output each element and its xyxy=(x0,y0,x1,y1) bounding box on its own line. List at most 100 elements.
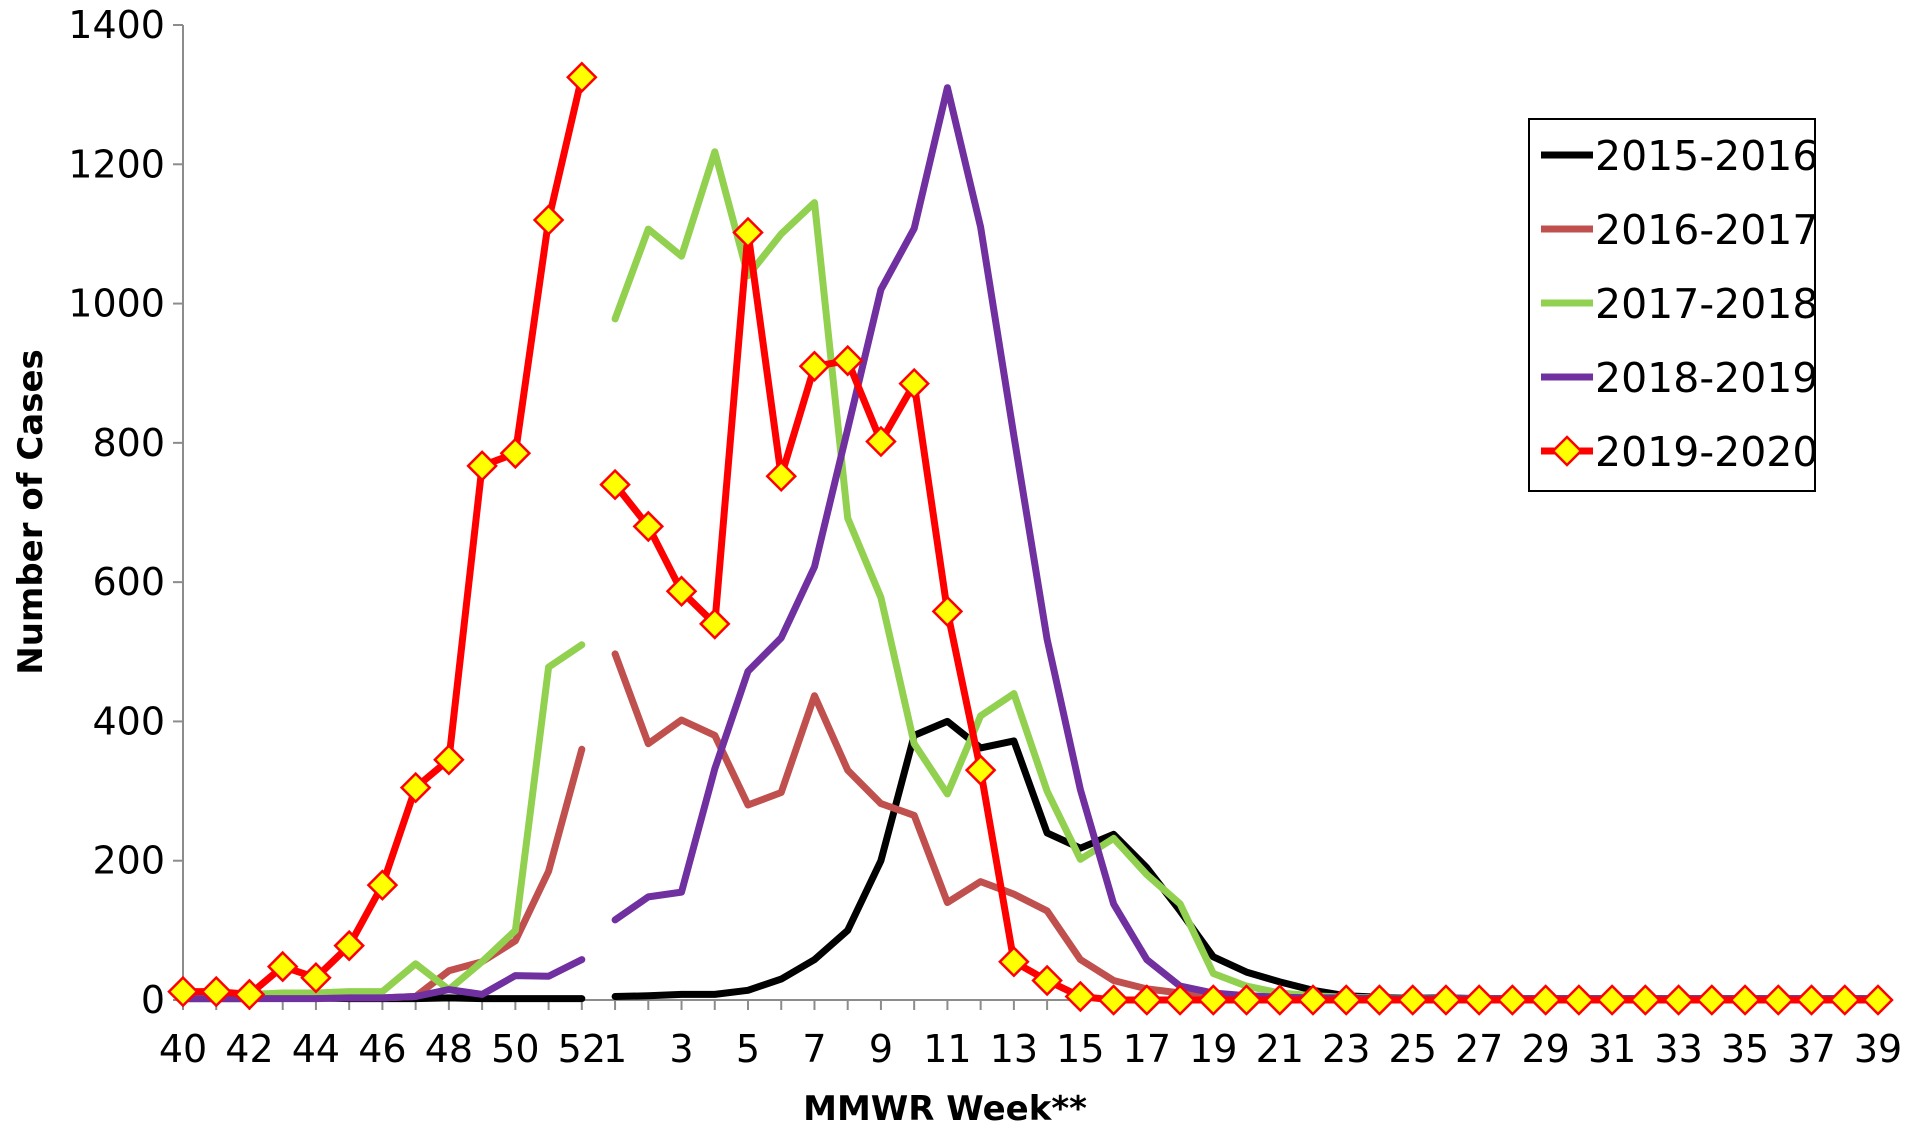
series-line-2015-2016 xyxy=(611,717,1882,1003)
y-tick-label: 1200 xyxy=(68,142,165,186)
x-tick-label: 3 xyxy=(669,1027,693,1071)
y-axis-title: Number of Cases xyxy=(11,349,51,675)
data-point-2019-2020 xyxy=(499,437,532,470)
y-tick-label: 400 xyxy=(92,699,165,743)
data-point-2019-2020 xyxy=(1164,984,1196,1016)
legend: 2015-2016 2016-2017 2017-2018 2018-2019 2019… xyxy=(1528,118,1818,492)
x-tick-label: 29 xyxy=(1521,1027,1569,1071)
data-point-2019-2020 xyxy=(1263,984,1296,1016)
marker-layer xyxy=(167,61,1894,1016)
data-point-2019-2020 xyxy=(665,575,698,607)
data-point-2019-2020 xyxy=(300,961,332,994)
data-point-2019-2020 xyxy=(1230,984,1263,1016)
data-point-2019-2020 xyxy=(599,468,631,501)
data-point-2019-2020 xyxy=(964,754,997,786)
data-point-2019-2020 xyxy=(1463,984,1495,1016)
x-tick-label: 46 xyxy=(358,1027,406,1071)
x-tick-label: 33 xyxy=(1654,1027,1702,1071)
x-tick-label: 40 xyxy=(159,1027,207,1071)
y-tick-label: 600 xyxy=(92,560,165,604)
data-point-2019-2020 xyxy=(532,204,565,236)
data-point-2019-2020 xyxy=(1496,984,1529,1016)
data-point-2019-2020 xyxy=(732,216,764,249)
data-point-2019-2020 xyxy=(931,595,964,628)
data-point-2019-2020 xyxy=(566,61,598,93)
data-point-2019-2020 xyxy=(1197,984,1230,1016)
y-tick-label: 1400 xyxy=(68,3,165,47)
data-point-2019-2020 xyxy=(266,950,299,983)
data-point-2019-2020 xyxy=(1529,984,1562,1016)
data-point-2019-2020 xyxy=(1795,984,1828,1016)
series-line-2017-2018 xyxy=(179,641,586,998)
x-tick-label: 39 xyxy=(1854,1027,1902,1071)
x-tick-label: 23 xyxy=(1322,1027,1370,1071)
legend-label: 2015-2016 xyxy=(1595,132,1818,180)
data-point-2019-2020 xyxy=(399,771,432,804)
data-point-2019-2020 xyxy=(1396,984,1429,1016)
data-point-2019-2020 xyxy=(1729,984,1761,1016)
y-tick-label: 800 xyxy=(92,421,165,465)
x-tick-label: 44 xyxy=(292,1027,340,1071)
data-point-2019-2020 xyxy=(233,978,266,1011)
x-tick-label: 21 xyxy=(1256,1027,1304,1071)
data-point-2019-2020 xyxy=(765,460,798,493)
data-point-2019-2020 xyxy=(1031,964,1063,997)
data-point-2019-2020 xyxy=(1762,984,1795,1016)
x-tick-label: 25 xyxy=(1389,1027,1437,1071)
x-tick-label: 19 xyxy=(1189,1027,1237,1071)
data-point-2019-2020 xyxy=(998,945,1030,978)
x-tick-label: 37 xyxy=(1787,1027,1835,1071)
y-tick-label: 200 xyxy=(92,839,165,883)
x-tick-label: 31 xyxy=(1588,1027,1636,1071)
data-point-2019-2020 xyxy=(1363,984,1396,1016)
data-point-2019-2020 xyxy=(333,929,365,962)
x-tick-label: 1 xyxy=(603,1027,627,1071)
data-point-2019-2020 xyxy=(798,350,831,383)
legend-label: 2017-2018 xyxy=(1595,280,1818,328)
legend-label: 2016-2017 xyxy=(1595,206,1818,254)
data-point-2019-2020 xyxy=(366,869,399,901)
data-point-2019-2020 xyxy=(1629,984,1662,1016)
legend-marker xyxy=(1551,435,1583,467)
x-tick-label: 5 xyxy=(736,1027,760,1071)
y-tick-label: 1000 xyxy=(68,282,165,326)
data-point-2019-2020 xyxy=(831,344,864,377)
data-point-2019-2020 xyxy=(1828,984,1861,1016)
legend-label: 2018-2019 xyxy=(1595,354,1818,402)
data-point-2019-2020 xyxy=(1430,984,1462,1016)
data-point-2019-2020 xyxy=(1563,984,1595,1016)
x-tick-label: 9 xyxy=(869,1027,893,1071)
x-tick-label: 48 xyxy=(425,1027,473,1071)
x-tick-label: 7 xyxy=(802,1027,826,1071)
data-point-2019-2020 xyxy=(466,450,498,482)
data-point-2019-2020 xyxy=(1131,984,1163,1016)
data-point-2019-2020 xyxy=(433,743,465,776)
x-tick-label: 50 xyxy=(491,1027,539,1071)
data-point-2019-2020 xyxy=(1596,984,1628,1016)
x-tick-label: 52 xyxy=(558,1027,606,1071)
x-tick-label: 13 xyxy=(990,1027,1038,1071)
x-axis-title: MMWR Week** xyxy=(803,1089,1087,1129)
data-point-2019-2020 xyxy=(167,975,199,1008)
x-tick-label: 17 xyxy=(1123,1027,1171,1071)
data-point-2019-2020 xyxy=(1696,984,1728,1016)
x-tick-label: 27 xyxy=(1455,1027,1503,1071)
data-point-2019-2020 xyxy=(898,367,930,400)
x-tick-label: 35 xyxy=(1721,1027,1769,1071)
data-point-2019-2020 xyxy=(1330,984,1363,1016)
data-point-2019-2020 xyxy=(865,425,897,458)
y-tick-label: 0 xyxy=(141,978,165,1022)
x-tick-label: 11 xyxy=(923,1027,971,1071)
series-line-2016-2017 xyxy=(611,650,1882,1003)
data-point-2019-2020 xyxy=(1064,980,1097,1013)
x-tick-label: 42 xyxy=(225,1027,273,1071)
data-point-2019-2020 xyxy=(1662,984,1695,1016)
data-point-2019-2020 xyxy=(1097,984,1130,1016)
x-tick-label: 15 xyxy=(1056,1027,1104,1071)
legend-label: 2019-2020 xyxy=(1595,428,1818,476)
data-point-2019-2020 xyxy=(698,608,731,640)
data-point-2019-2020 xyxy=(200,975,233,1008)
data-point-2019-2020 xyxy=(632,510,665,543)
